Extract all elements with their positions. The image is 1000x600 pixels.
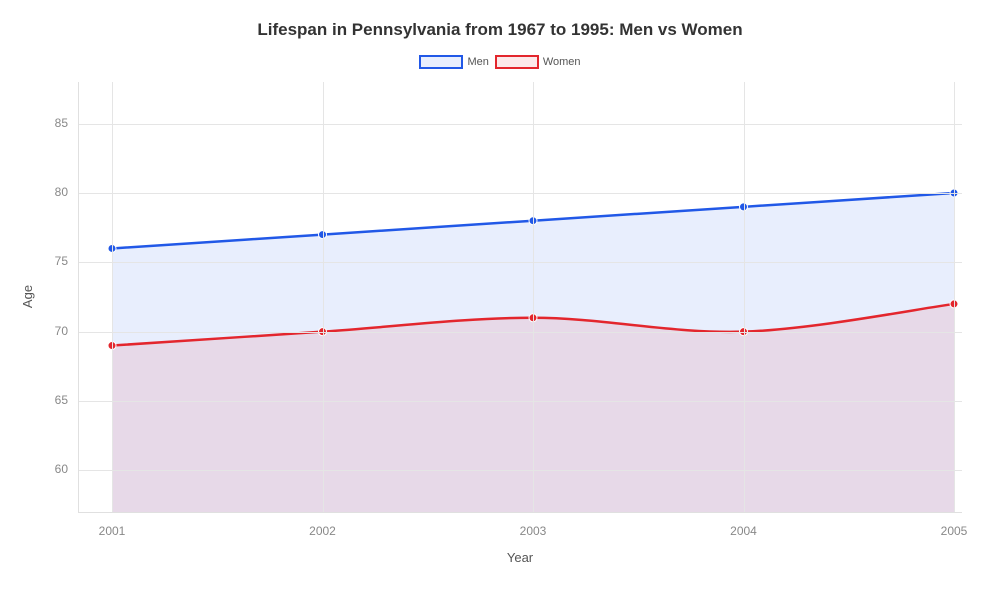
y-tick-label: 65 — [55, 393, 68, 407]
grid-line-h — [78, 193, 962, 194]
y-axis-label: Age — [20, 285, 35, 308]
grid-line-h — [78, 470, 962, 471]
x-tick-label: 2004 — [724, 524, 764, 538]
grid-line-v — [533, 82, 534, 512]
y-tick-label: 60 — [55, 462, 68, 476]
grid-line-v — [112, 82, 113, 512]
x-axis-label: Year — [78, 550, 962, 565]
legend-label-men: Men — [467, 56, 488, 68]
legend-item-women: Women — [495, 55, 581, 69]
y-tick-label: 75 — [55, 254, 68, 268]
legend-swatch-men — [419, 55, 463, 69]
x-tick-label: 2005 — [934, 524, 974, 538]
grid-line-v — [954, 82, 955, 512]
grid-line-h — [78, 262, 962, 263]
grid-line-v — [323, 82, 324, 512]
plot-svg — [78, 82, 962, 512]
chart-container: Lifespan in Pennsylvania from 1967 to 19… — [0, 0, 1000, 600]
chart-title: Lifespan in Pennsylvania from 1967 to 19… — [0, 20, 1000, 40]
legend-item-men: Men — [419, 55, 488, 69]
y-tick-label: 80 — [55, 185, 68, 199]
x-tick-label: 2003 — [513, 524, 553, 538]
y-axis-line — [78, 82, 79, 512]
grid-line-v — [744, 82, 745, 512]
legend: Men Women — [0, 55, 1000, 69]
x-tick-label: 2002 — [303, 524, 343, 538]
grid-line-h — [78, 401, 962, 402]
y-tick-label: 85 — [55, 116, 68, 130]
y-tick-label: 70 — [55, 324, 68, 338]
legend-label-women: Women — [543, 56, 581, 68]
plot-area — [78, 82, 962, 512]
x-tick-label: 2001 — [92, 524, 132, 538]
x-axis-line — [78, 512, 962, 513]
grid-line-h — [78, 332, 962, 333]
legend-swatch-women — [495, 55, 539, 69]
grid-line-h — [78, 124, 962, 125]
